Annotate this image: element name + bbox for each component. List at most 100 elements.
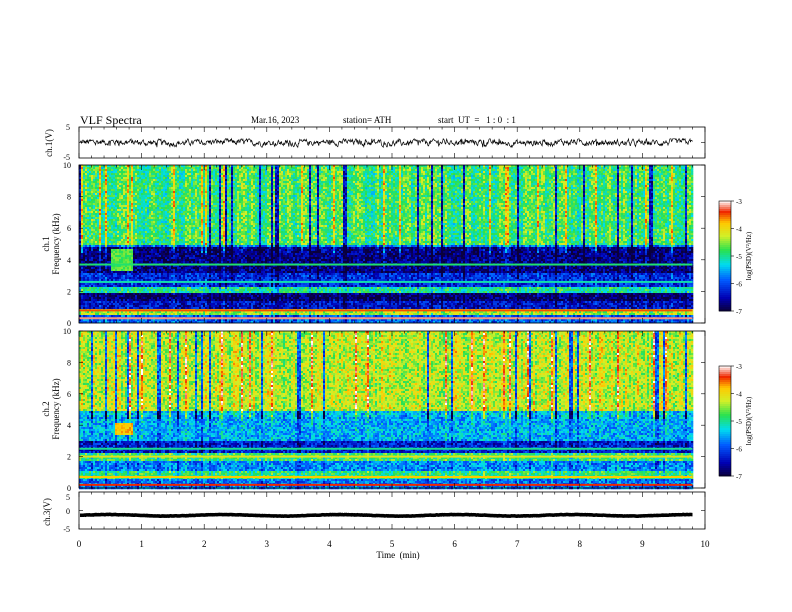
spectrogram-cell	[109, 201, 112, 204]
spectrogram-cell	[101, 213, 104, 216]
spectrogram-cell	[105, 243, 108, 246]
spectrogram-cell	[125, 183, 128, 186]
spectrogram-cell	[137, 185, 140, 188]
spectrogram-cell	[127, 187, 130, 190]
spectrogram-cell	[191, 245, 194, 248]
spectrogram-cell	[143, 207, 146, 210]
spectrogram-cell	[177, 275, 180, 278]
spectrogram-cell	[141, 209, 144, 212]
spectrogram-cell	[201, 257, 204, 260]
spectrogram-cell	[99, 303, 102, 306]
spectrogram-cell	[101, 295, 104, 298]
spectrogram-cell	[177, 201, 180, 204]
spectrogram-cell	[119, 181, 122, 184]
spectrogram-cell	[151, 167, 154, 170]
spectrogram-cell	[119, 283, 122, 286]
spectrogram-cell	[137, 243, 140, 246]
spectrogram-cell	[193, 197, 196, 200]
spectrogram-cell	[95, 177, 98, 180]
spectrogram-cell	[183, 251, 186, 254]
spectrogram-cell	[83, 251, 86, 254]
spectrogram-cell	[89, 243, 92, 246]
spectrogram-cell	[103, 177, 106, 180]
spectrogram-cell	[131, 297, 134, 300]
spectrogram-cell	[165, 217, 168, 220]
spectrogram-cell	[99, 255, 102, 258]
spectrogram-cell	[105, 287, 108, 290]
spectrogram-cell	[113, 261, 116, 264]
spectrogram-cell	[87, 213, 90, 216]
spectrogram-cell	[105, 313, 108, 316]
spectrogram-cell	[133, 195, 136, 198]
spectrogram-cell	[133, 219, 136, 222]
spectrogram-cell	[93, 249, 96, 252]
spectrogram-cell	[169, 315, 172, 318]
spectrogram-cell	[199, 189, 202, 192]
spectrogram-cell	[91, 315, 94, 318]
spectrogram-cell	[157, 203, 160, 206]
spectrogram-cell	[199, 223, 202, 226]
spectrogram-cell	[157, 195, 160, 198]
spectrogram-cell	[143, 195, 146, 198]
spectrogram-cell	[171, 211, 174, 214]
spectrogram-cell	[91, 243, 94, 246]
spectrogram-cell	[111, 247, 114, 250]
spectrogram-cell	[129, 221, 132, 224]
spectrogram-cell	[113, 165, 116, 168]
spectrogram-cell	[99, 267, 102, 270]
spectrogram-cell	[93, 177, 96, 180]
spectrogram-cell	[87, 275, 90, 278]
spectrogram-cell	[145, 181, 148, 184]
spectrogram-cell	[155, 207, 158, 210]
spectrogram-cell	[151, 179, 154, 182]
spectrogram-cell	[97, 239, 100, 242]
spectrogram-cell	[123, 319, 126, 322]
spectrogram-cell	[89, 173, 92, 176]
spectrogram-cell	[167, 315, 170, 318]
spectrogram-cell	[149, 315, 152, 318]
spectrogram-cell	[91, 253, 94, 256]
spectrogram-cell	[135, 173, 138, 176]
spectrogram-cell	[123, 201, 126, 204]
spectrogram-cell	[145, 299, 148, 302]
spectrogram-cell	[181, 241, 184, 244]
spectrogram-cell	[95, 191, 98, 194]
spectrogram-cell	[149, 177, 152, 180]
spectrogram-cell	[101, 253, 104, 256]
spectrogram-cell	[193, 181, 196, 184]
spectrogram-cell	[89, 181, 92, 184]
spectrogram-cell	[127, 275, 130, 278]
spectrogram-cell	[189, 219, 192, 222]
spectrogram-cell	[93, 295, 96, 298]
spectrogram-cell	[119, 279, 122, 282]
spectrogram-cell	[199, 171, 202, 174]
spectrogram-cell	[157, 209, 160, 212]
spectrogram-cell	[83, 227, 86, 230]
spectrogram-cell	[101, 221, 104, 224]
spectrogram-cell	[119, 287, 122, 290]
spectrogram-cell	[89, 297, 92, 300]
spectrogram-cell	[109, 207, 112, 210]
spectrogram-cell	[185, 169, 188, 172]
spectrogram-cell	[103, 221, 106, 224]
spectrogram-cell	[185, 253, 188, 256]
spectrogram-cell	[173, 197, 176, 200]
spectrogram-cell	[167, 165, 170, 168]
spectrogram-cell	[129, 181, 132, 184]
spectrogram-cell	[147, 187, 150, 190]
spectrogram-cell	[171, 213, 174, 216]
spectrogram-cell	[193, 203, 196, 206]
spectrogram-cell	[189, 231, 192, 234]
spectrogram-cell	[167, 167, 170, 170]
spectrogram-cell	[177, 203, 180, 206]
spectrogram-cell	[201, 177, 204, 180]
spectrogram-cell	[187, 213, 190, 216]
spectrogram-cell	[151, 249, 154, 252]
spectrogram-cell	[181, 237, 184, 240]
spectrogram-cell	[127, 319, 130, 322]
spectrogram-cell	[117, 187, 120, 190]
spectrogram-cell	[101, 223, 104, 226]
spectrogram-cell	[195, 265, 198, 268]
spectrogram-cell	[169, 175, 172, 178]
spectrogram-cell	[115, 201, 118, 204]
